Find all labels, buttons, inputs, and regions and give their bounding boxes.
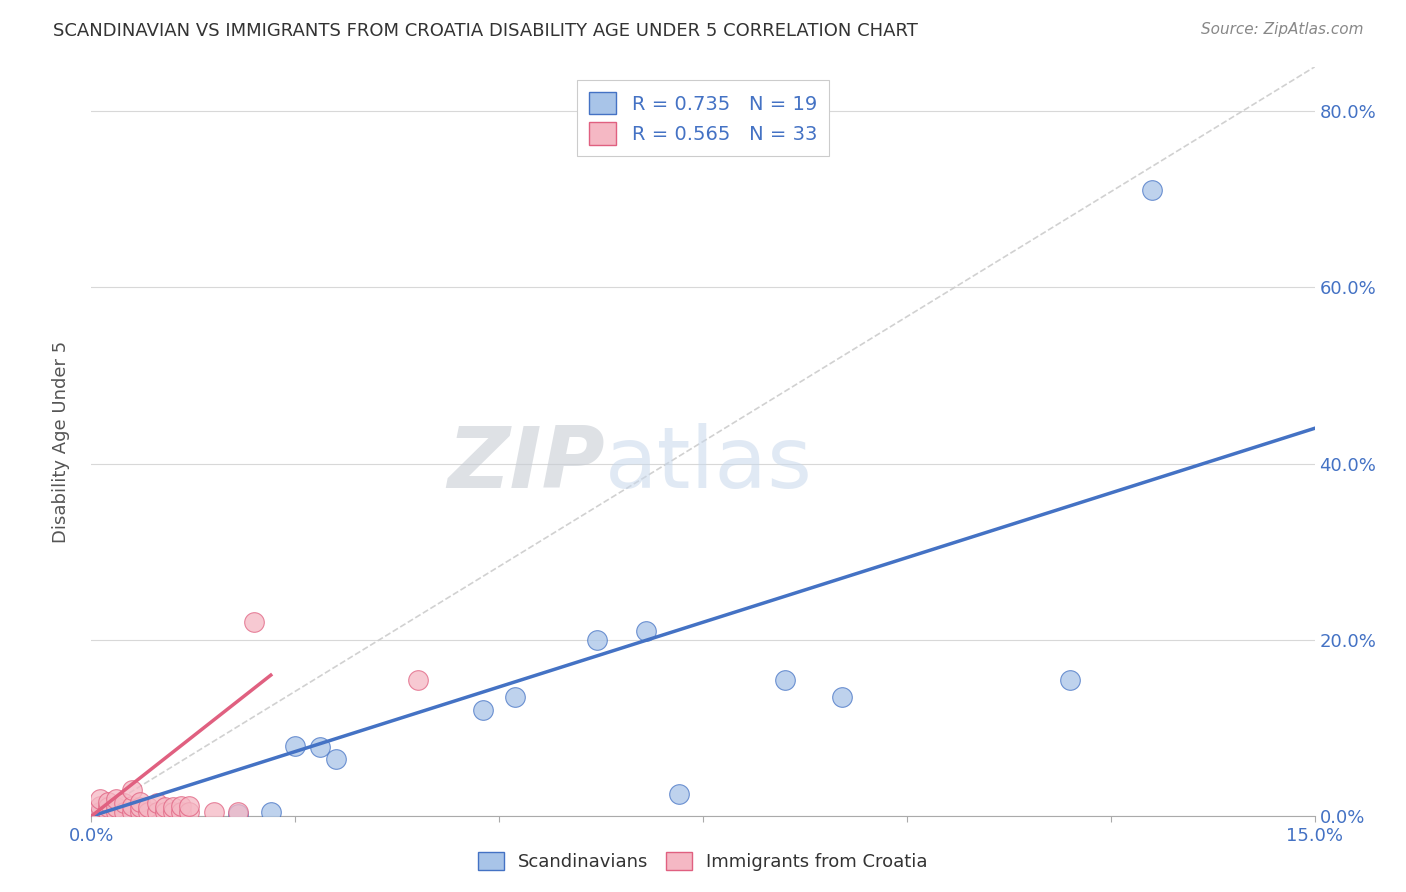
Point [89, 798, 111, 813]
Point [153, 805, 176, 819]
Point [153, 800, 176, 814]
Point [97, 805, 120, 819]
Point [112, 796, 135, 810]
Point [202, 805, 225, 819]
Point [406, 673, 429, 687]
Point [471, 703, 494, 717]
Point [308, 740, 330, 755]
Text: ZIP: ZIP [447, 423, 605, 506]
Point [112, 805, 135, 819]
Point [97, 800, 120, 814]
Text: atlas: atlas [605, 423, 813, 506]
Text: SCANDINAVIAN VS IMMIGRANTS FROM CROATIA DISABILITY AGE UNDER 5 CORRELATION CHART: SCANDINAVIAN VS IMMIGRANTS FROM CROATIA … [53, 22, 918, 40]
Point [97, 795, 120, 809]
Point [773, 673, 796, 687]
Point [505, 690, 527, 705]
Point [179, 805, 201, 819]
Point [162, 805, 184, 819]
Point [138, 805, 160, 819]
Point [97, 806, 120, 821]
Point [170, 798, 193, 813]
Point [129, 795, 152, 809]
Point [138, 800, 160, 814]
Legend: Scandinavians, Immigrants from Croatia: Scandinavians, Immigrants from Croatia [471, 845, 935, 879]
Point [586, 632, 609, 647]
Point [226, 806, 249, 821]
Legend: R = 0.735   N = 19, R = 0.565   N = 33: R = 0.735 N = 19, R = 0.565 N = 33 [578, 80, 828, 156]
Point [104, 806, 127, 821]
Point [89, 805, 111, 819]
Point [129, 805, 152, 819]
Point [89, 805, 111, 819]
Point [226, 805, 249, 819]
Point [162, 800, 184, 814]
Point [1140, 183, 1163, 197]
Point [121, 798, 143, 813]
Point [104, 800, 127, 814]
Point [170, 805, 193, 819]
Point [145, 805, 167, 819]
Point [243, 615, 266, 630]
Point [260, 805, 283, 819]
Point [634, 624, 657, 638]
Point [121, 806, 143, 821]
Point [89, 791, 111, 805]
Point [1059, 673, 1081, 687]
Point [179, 798, 201, 813]
Point [284, 739, 307, 753]
Point [121, 782, 143, 797]
Point [104, 805, 127, 819]
Point [145, 796, 167, 810]
Point [668, 787, 690, 801]
Y-axis label: Disability Age Under 5: Disability Age Under 5 [52, 341, 70, 542]
Point [129, 800, 152, 814]
Point [325, 752, 347, 766]
Text: Source: ZipAtlas.com: Source: ZipAtlas.com [1201, 22, 1364, 37]
Point [121, 805, 143, 819]
Point [831, 690, 853, 705]
Point [121, 804, 143, 818]
Point [104, 791, 127, 805]
